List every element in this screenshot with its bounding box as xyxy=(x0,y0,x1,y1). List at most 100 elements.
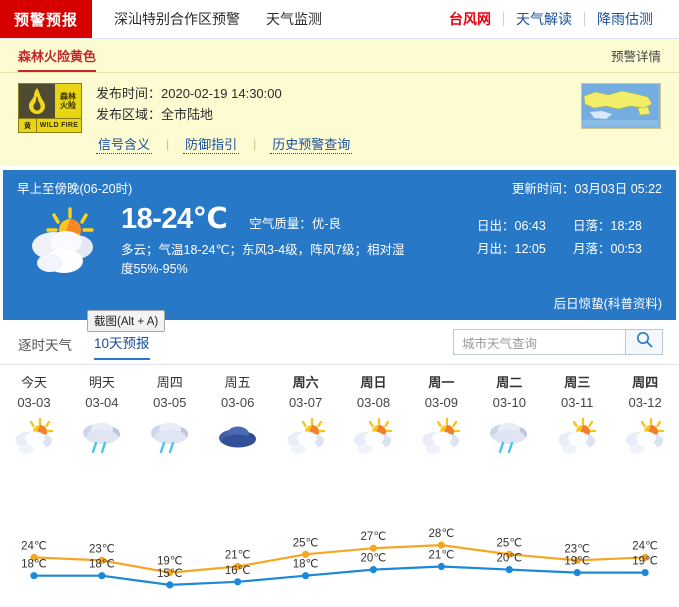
svg-text:18℃: 18℃ xyxy=(89,559,115,571)
panel-update-time: 更新时间：03月03日 05:22 xyxy=(512,178,662,197)
issue-time-label: 发布时间： xyxy=(96,86,162,101)
badge-cn-line2: 火险 xyxy=(60,101,76,110)
warning-detail-link[interactable]: 预警详情 xyxy=(610,50,661,64)
warning-text-block: 发布时间：2020-02-19 14:30:00 发布区域：全市陆地 信号含义 … xyxy=(82,83,353,154)
badge-cn-line1: 森林 xyxy=(60,92,76,101)
cloud-rain-icon xyxy=(475,415,543,459)
moonrise: 月出：12:05 xyxy=(477,238,573,261)
overcast-cloud-icon xyxy=(204,415,272,459)
ten-day-forecast: 今天 03-03 明天 03-04 周四 03-05 xyxy=(0,365,679,589)
link-defense-guide[interactable]: 防御指引 xyxy=(183,134,240,154)
svg-text:24℃: 24℃ xyxy=(21,540,47,552)
sunrise-sunset-row: 日出：06:43 日落：18:28 xyxy=(477,215,662,238)
nav-divider xyxy=(503,12,504,26)
cloud-rain-icon xyxy=(136,415,204,459)
badge-top: 森林 火险 xyxy=(19,84,81,118)
link-signal-meaning[interactable]: 信号含义 xyxy=(96,134,153,154)
forecast-tabbar: 逐时天气 10天预报 截图(Alt + A) 城市天气查询 xyxy=(0,310,679,365)
nav-left-group: 深汕特别合作区预警 天气监测 xyxy=(92,0,322,38)
issue-area-label: 发布区域： xyxy=(96,107,162,122)
sun-behind-cloud-icon xyxy=(407,415,475,459)
panel-header: 早上至傍晚(06-20时) 更新时间：03月03日 05:22 xyxy=(17,178,662,197)
nav-item-weather-interpretation[interactable]: 天气解读 xyxy=(516,11,572,27)
forecast-day-column[interactable]: 周四 03-12 xyxy=(611,373,679,459)
nav-item-active[interactable]: 预警预报 xyxy=(0,0,93,38)
day-date: 03-10 xyxy=(492,395,526,410)
panel-astronomy: 日出：06:43 日落：18:28 月出：12:05 月落：00:53 xyxy=(477,201,662,279)
moonset: 月落：00:53 xyxy=(573,238,642,261)
nav-right-group: 台风网 天气解读 降雨估测 xyxy=(437,0,679,38)
issue-area-value: 全市陆地 xyxy=(161,107,214,122)
sunrise-value: 06:43 xyxy=(514,219,546,233)
link-divider: | xyxy=(166,137,170,151)
warning-tabbar: 森林火险黄色 预警详情 xyxy=(0,39,679,73)
day-date: 03-03 xyxy=(17,395,51,410)
forecast-day-column[interactable]: 周四 03-05 xyxy=(136,373,204,459)
svg-text:23℃: 23℃ xyxy=(564,543,590,555)
warning-tab-forest-fire-yellow[interactable]: 森林火险黄色 xyxy=(18,46,97,72)
search-input[interactable]: 城市天气查询 xyxy=(453,329,625,355)
cloud-rain-icon xyxy=(68,415,136,459)
forest-fire-warning-badge: 森林 火险 黄 WILD FIRE xyxy=(18,83,82,133)
forecast-day-column[interactable]: 周三 03-11 xyxy=(543,373,611,459)
day-name: 周五 xyxy=(224,375,251,390)
panel-period-label: 早上至傍晚(06-20时) xyxy=(17,182,133,196)
svg-text:19℃: 19℃ xyxy=(632,556,658,568)
issue-time-row: 发布时间：2020-02-19 14:30:00 xyxy=(96,83,352,104)
sun-behind-cloud-icon xyxy=(611,415,679,459)
moonrise-label: 月出： xyxy=(477,242,515,256)
forecast-day-column[interactable]: 周日 03-08 xyxy=(340,373,408,459)
svg-text:25℃: 25℃ xyxy=(496,537,522,549)
solar-term-note[interactable]: 后日惊蛰(科普资料) xyxy=(553,297,662,311)
sunset-value: 18:28 xyxy=(610,219,642,233)
tab-hourly-weather[interactable]: 逐时天气 xyxy=(18,338,72,353)
update-value: 03月03日 05:22 xyxy=(574,182,662,196)
warning-links: 信号含义 | 防御指引 | 历史预警查询 xyxy=(96,134,353,154)
forecast-day-column[interactable]: 周六 03-07 xyxy=(272,373,340,459)
sun-behind-cloud-icon xyxy=(340,415,408,459)
nav-item-shenshan-warning[interactable]: 深汕特别合作区预警 xyxy=(114,11,241,27)
nav-item-typhoon[interactable]: 台风网 xyxy=(449,11,491,27)
air-quality-value: 优-良 xyxy=(311,217,341,231)
day-date: 03-11 xyxy=(561,395,594,410)
nav-item-rain-estimation[interactable]: 降雨估测 xyxy=(597,11,653,27)
panel-center: 18-24℃ 空气质量：优-良 多云；气温18-24℃；东风3-4级，阵风7级；… xyxy=(117,201,477,279)
day-name: 今天 xyxy=(20,375,47,390)
sunrise: 日出：06:43 xyxy=(477,215,573,238)
forecast-day-column[interactable]: 今天 03-03 xyxy=(0,373,68,459)
svg-text:21℃: 21℃ xyxy=(429,550,455,562)
day-name: 周四 xyxy=(156,375,183,390)
day-date: 03-09 xyxy=(424,395,459,410)
search-button[interactable] xyxy=(625,329,663,355)
svg-text:20℃: 20℃ xyxy=(361,553,387,565)
warning-body: 森林 火险 黄 WILD FIRE 发布时间：2020-02-19 14:30:0… xyxy=(0,73,679,154)
moonrise-value: 12:05 xyxy=(514,242,546,256)
tab-10day-forecast[interactable]: 10天预报 xyxy=(94,332,150,360)
day-name: 周一 xyxy=(428,375,455,390)
svg-text:21℃: 21℃ xyxy=(225,550,251,562)
sun-behind-cloud-icon xyxy=(272,415,340,459)
svg-text:18℃: 18℃ xyxy=(293,559,319,571)
region-map-thumbnail[interactable] xyxy=(581,83,661,129)
flame-icon xyxy=(19,84,55,118)
link-divider: | xyxy=(253,137,257,151)
link-history-warning-query[interactable]: 历史预警查询 xyxy=(270,134,353,154)
forecast-day-column[interactable]: 周五 03-06 xyxy=(204,373,272,459)
moonrise-moonset-row: 月出：12:05 月落：00:53 xyxy=(477,238,662,261)
svg-text:25℃: 25℃ xyxy=(293,537,319,549)
badge-level: 黄 xyxy=(19,119,37,132)
svg-text:20℃: 20℃ xyxy=(496,553,522,565)
day-date: 03-07 xyxy=(288,395,323,410)
day-date: 03-04 xyxy=(85,395,119,410)
nav-divider xyxy=(584,12,585,26)
nav-item-weather-monitor[interactable]: 天气监测 xyxy=(266,11,323,27)
forecast-day-column[interactable]: 周二 03-10 xyxy=(475,373,543,459)
forecast-day-column[interactable]: 周一 03-09 xyxy=(407,373,475,459)
sun-behind-cloud-icon xyxy=(17,201,117,279)
forecast-day-column[interactable]: 明天 03-04 xyxy=(68,373,136,459)
svg-text:28℃: 28℃ xyxy=(429,528,455,540)
update-label: 更新时间： xyxy=(511,182,575,196)
svg-text:27℃: 27℃ xyxy=(361,531,387,543)
badge-chinese-label: 森林 火险 xyxy=(55,84,81,118)
